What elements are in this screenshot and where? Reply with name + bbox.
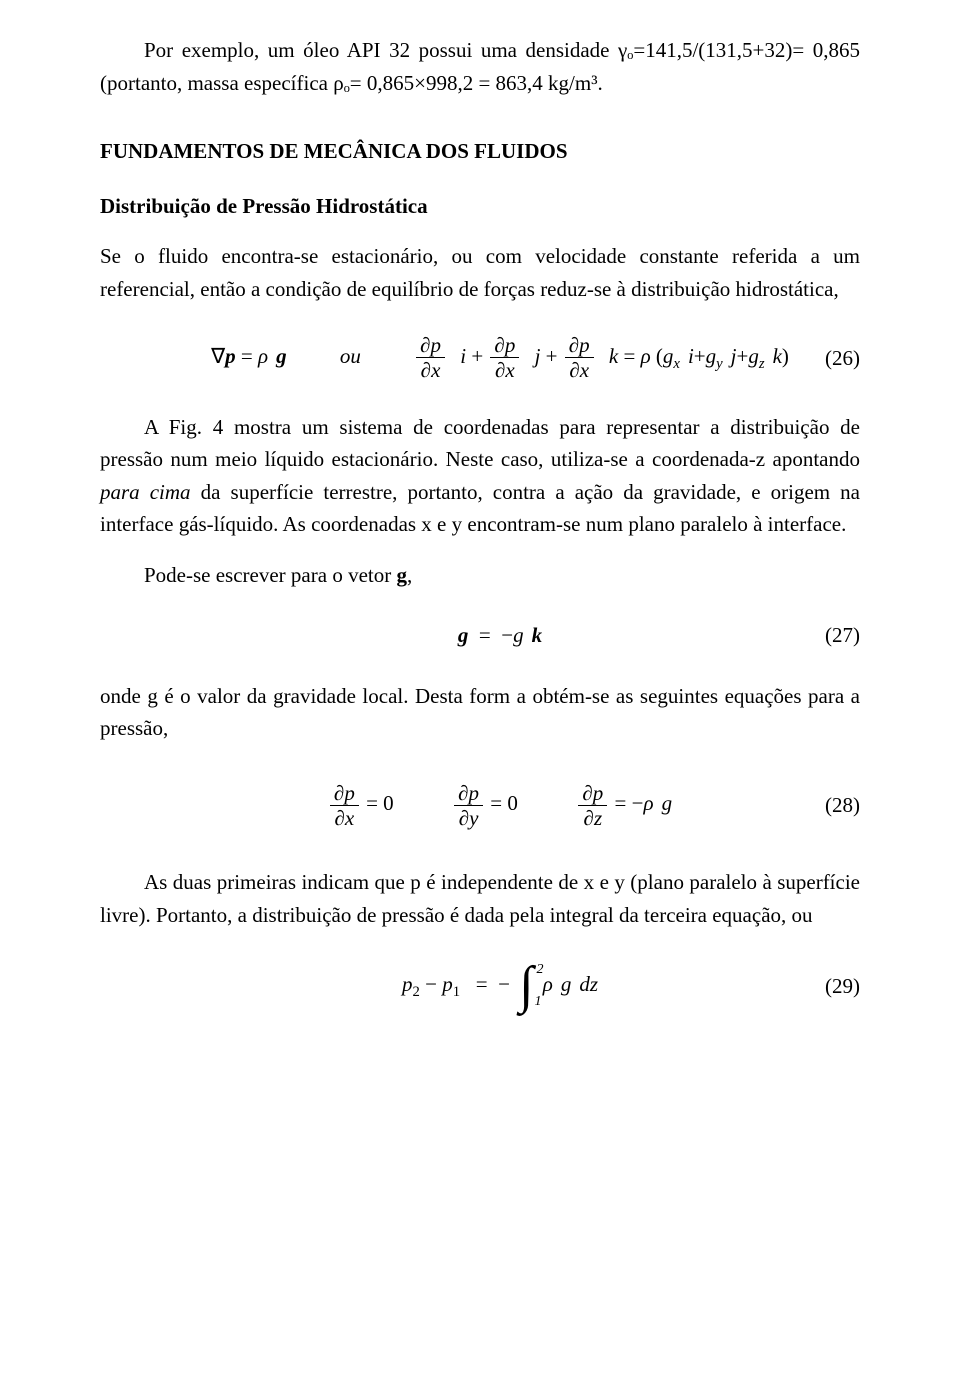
paragraph-fig4-c: da superfície terrestre, portanto, contr…	[100, 480, 860, 537]
section-title: FUNDAMENTOS DE MECÂNICA DOS FLUIDOS	[100, 135, 860, 168]
equation-28: ∂p∂x = 0 ∂p∂y = 0 ∂p∂z = −ρg (28)	[100, 781, 860, 830]
equation-number-29: (29)	[800, 970, 860, 1003]
equation-26-body: ∇p = ρg ou ∂p∂x i + ∂p∂x j + ∂p∂x k = ρ …	[211, 344, 789, 368]
equation-number-26: (26)	[800, 342, 860, 375]
subsection-title: Distribuição de Pressão Hidrostática	[100, 190, 860, 223]
paragraph-vector-g: Pode-se escrever para o vetor g,	[100, 559, 860, 592]
equation-number-28: (28)	[800, 789, 860, 822]
equation-27: g = −gk (27)	[100, 619, 860, 652]
equation-26: ∇p = ρg ou ∂p∂x i + ∂p∂x j + ∂p∂x k = ρ …	[100, 333, 860, 382]
document-page: Por exemplo, um óleo API 32 possui uma d…	[0, 0, 960, 1385]
equation-28-body: ∂p∂x = 0 ∂p∂y = 0 ∂p∂z = −ρg	[328, 791, 672, 815]
paragraph-fig4: A Fig. 4 mostra um sistema de coordenada…	[100, 411, 860, 541]
paragraph-vector-g-a: Pode-se escrever para o vetor	[144, 563, 396, 587]
integral-upper: 2	[536, 959, 543, 981]
paragraph-integral: As duas primeiras indicam que p é indepe…	[100, 866, 860, 931]
paragraph-vector-g-c: ,	[407, 563, 412, 587]
integral-lower: 1	[534, 991, 541, 1013]
equation-29-body: p2 − p1 = − ∫ 2 1 ρgdz	[402, 972, 598, 996]
paragraph-local-gravity: onde g é o valor da gravidade local. Des…	[100, 680, 860, 745]
paragraph-fig4-italic: para cima	[100, 480, 191, 504]
paragraph-example: Por exemplo, um óleo API 32 possui uma d…	[100, 34, 860, 99]
paragraph-intro-hydrostatic: Se o fluido encontra-se estacionário, ou…	[100, 240, 860, 305]
equation-number-27: (27)	[800, 619, 860, 652]
equation-29: p2 − p1 = − ∫ 2 1 ρgdz (29)	[100, 965, 860, 1007]
paragraph-fig4-a: A Fig. 4 mostra um sistema de coordenada…	[100, 415, 860, 472]
equation-27-body: g = −gk	[458, 623, 542, 647]
paragraph-vector-g-bold: g	[396, 563, 407, 587]
